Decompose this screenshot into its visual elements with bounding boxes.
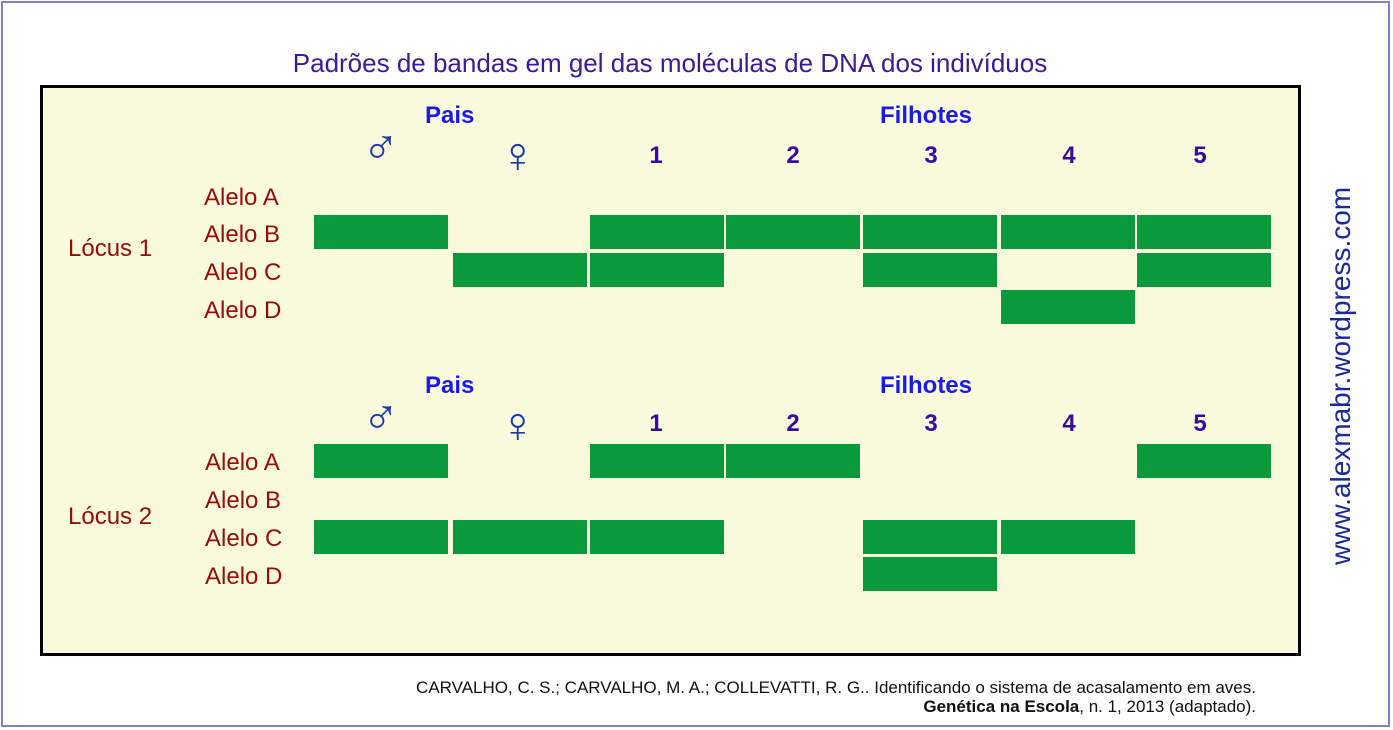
- band-locus1-offspring-3-allele-b: [863, 215, 997, 249]
- offspring-label-locus2: Filhotes: [880, 372, 973, 399]
- band-locus1-offspring-2-allele-b: [726, 215, 860, 249]
- locus-1-label: Lócus 1: [68, 235, 153, 262]
- female-symbol-icon: ♀: [499, 127, 537, 183]
- offspring-number-4: 4: [1062, 142, 1076, 169]
- parents-label-locus2: Pais: [425, 372, 475, 399]
- band-locus1-offspring-1-allele-c: [590, 253, 724, 287]
- reference-details: , n. 1, 2013 (adaptado).: [1079, 697, 1256, 716]
- male-symbol-icon: ♂: [362, 119, 400, 175]
- offspring-number-2: 2: [786, 142, 800, 169]
- offspring-number-4: 4: [1062, 410, 1076, 437]
- locus2-allele-b-label: Alelo B: [205, 487, 282, 514]
- offspring-number-2: 2: [786, 410, 800, 437]
- reference-line-1: CARVALHO, C. S.; CARVALHO, M. A.; COLLEV…: [416, 678, 1256, 697]
- offspring-number-1: 1: [649, 410, 663, 437]
- offspring-number-3: 3: [924, 142, 938, 169]
- reference-line-2: Genética na Escola, n. 1, 2013 (adaptado…: [923, 697, 1256, 717]
- watermark-url: www.alexmabr.wordpress.com: [1325, 186, 1356, 565]
- offspring-number-5: 5: [1193, 410, 1207, 437]
- band-locus1-offspring-3-allele-c: [863, 253, 997, 287]
- band-locus2-offspring-1-allele-a: [590, 444, 724, 478]
- band-locus1-offspring-5-allele-b: [1137, 215, 1271, 249]
- band-locus1-offspring-4-allele-b: [1001, 215, 1135, 249]
- band-locus2-male-allele-c: [314, 520, 448, 554]
- locus2-allele-c-label: Alelo C: [205, 525, 283, 552]
- offspring-number-1: 1: [649, 142, 663, 169]
- locus2-allele-d-label: Alelo D: [205, 563, 283, 590]
- band-locus1-female-allele-c: [453, 253, 587, 287]
- parents-label-locus1: Pais: [425, 102, 475, 129]
- locus2-allele-a-label: Alelo A: [205, 449, 280, 476]
- offspring-number-3: 3: [924, 410, 938, 437]
- locus1-allele-b-label: Alelo B: [204, 221, 281, 248]
- band-locus2-offspring-3-allele-d: [863, 557, 997, 591]
- locus1-allele-d-label: Alelo D: [204, 297, 282, 324]
- male-symbol-icon: ♂: [362, 389, 400, 445]
- locus-2-label: Lócus 2: [68, 503, 153, 530]
- band-locus1-offspring-1-allele-b: [590, 215, 724, 249]
- offspring-number-5: 5: [1193, 142, 1207, 169]
- figure-title: Padrões de bandas em gel das moléculas d…: [292, 48, 1048, 78]
- band-locus1-offspring-4-allele-d: [1001, 290, 1135, 324]
- band-locus2-offspring-5-allele-a: [1137, 444, 1271, 478]
- band-locus1-offspring-5-allele-c: [1137, 253, 1271, 287]
- female-symbol-icon: ♀: [499, 397, 537, 453]
- locus1-allele-c-label: Alelo C: [204, 259, 282, 286]
- band-locus2-male-allele-a: [314, 444, 448, 478]
- band-locus2-offspring-3-allele-c: [863, 520, 997, 554]
- reference-journal: Genética na Escola: [923, 697, 1080, 716]
- band-locus2-female-allele-c: [453, 520, 587, 554]
- band-locus1-male-allele-b: [314, 215, 448, 249]
- band-locus2-offspring-2-allele-a: [726, 444, 860, 478]
- locus1-allele-a-label: Alelo A: [204, 184, 279, 211]
- band-locus2-offspring-1-allele-c: [590, 520, 724, 554]
- band-locus2-offspring-4-allele-c: [1001, 520, 1135, 554]
- offspring-label-locus1: Filhotes: [880, 102, 973, 129]
- gel-panel: [40, 85, 1301, 656]
